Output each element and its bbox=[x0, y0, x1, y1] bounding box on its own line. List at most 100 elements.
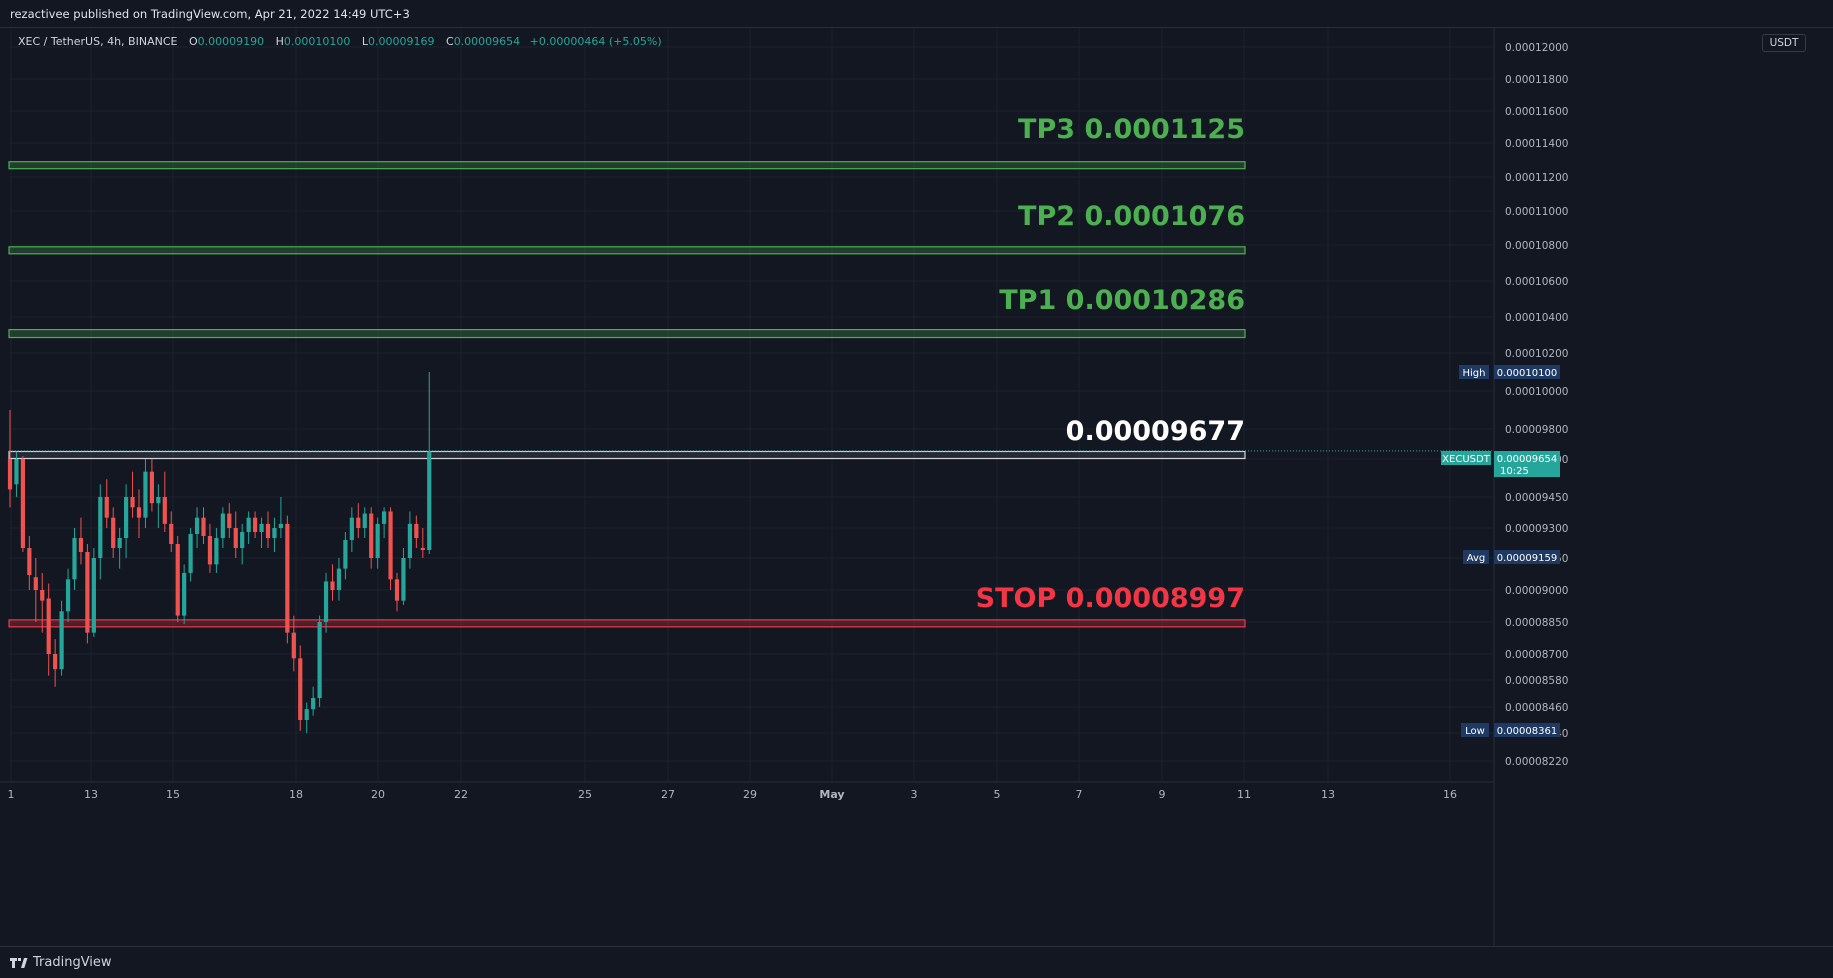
current-symbol-bg bbox=[1441, 451, 1491, 465]
candle-body bbox=[85, 552, 90, 633]
candle-body bbox=[65, 579, 71, 612]
time-tick-label: 15 bbox=[166, 788, 180, 801]
candle-body bbox=[14, 459, 19, 485]
low-tag-label: Low bbox=[1465, 726, 1485, 737]
zone-label-tp2: TP2 0.0001076 bbox=[1018, 201, 1245, 232]
currency-unit-button[interactable]: USDT bbox=[1762, 34, 1806, 52]
low-value: 0.00009169 bbox=[368, 35, 435, 48]
candle-body bbox=[7, 459, 13, 490]
candle-body bbox=[207, 536, 213, 565]
candle-body bbox=[175, 544, 180, 616]
high-tag-value-bg bbox=[1494, 365, 1560, 379]
candle-body bbox=[136, 507, 142, 518]
candle-body bbox=[304, 709, 309, 720]
price-tick-label: 0.00010000 bbox=[1505, 386, 1568, 398]
time-tick-label: 18 bbox=[289, 788, 303, 801]
candle-body bbox=[98, 497, 103, 558]
candle-body bbox=[143, 471, 148, 518]
price-tick-label: 0.00009450 bbox=[1505, 492, 1568, 504]
close-value: 0.00009654 bbox=[453, 35, 521, 48]
candle-body bbox=[220, 513, 225, 538]
candle-body bbox=[394, 579, 400, 601]
time-tick-label: 16 bbox=[1443, 788, 1457, 801]
low-tag-value: 0.00008361 bbox=[1497, 726, 1557, 737]
zone-band-tp2 bbox=[8, 246, 1246, 255]
price-tick-label: 0.00012000 bbox=[1505, 42, 1568, 54]
candle-body bbox=[253, 517, 258, 532]
candle-body bbox=[78, 538, 84, 552]
price-chart[interactable]: 0.00012000 0.00011800 0.00011600 0.00011400… bbox=[0, 28, 1833, 946]
candle-body bbox=[169, 523, 174, 544]
zone-label-tp1: TP1 0.00010286 bbox=[999, 285, 1245, 316]
time-tick-label: May bbox=[819, 788, 844, 801]
candle-body bbox=[330, 581, 335, 590]
candle-body bbox=[298, 658, 303, 720]
candle-body bbox=[111, 517, 116, 548]
candle-body bbox=[343, 540, 348, 569]
publish-header: rezactivee published on TradingView.com,… bbox=[0, 0, 1833, 28]
candle-countdown: 10:25 bbox=[1500, 466, 1529, 477]
open-value: 0.00009190 bbox=[197, 35, 265, 48]
change-value: +0.00000464 (+5.05%) bbox=[529, 35, 662, 48]
price-tick-label: 0.00011200 bbox=[1505, 172, 1568, 184]
current-price-bg bbox=[1494, 451, 1560, 477]
candle-body bbox=[414, 523, 419, 538]
time-tick-label: 27 bbox=[661, 788, 675, 801]
price-tick-label: 0.00008460 bbox=[1505, 702, 1568, 714]
candle-body bbox=[401, 558, 406, 601]
candle-body bbox=[130, 497, 135, 508]
time-tick-label: 29 bbox=[743, 788, 757, 801]
candle-body bbox=[162, 497, 167, 524]
candle-body bbox=[214, 538, 219, 565]
candle-body bbox=[382, 511, 387, 524]
candle-body bbox=[362, 513, 367, 528]
candle-body bbox=[27, 548, 32, 576]
candle-body bbox=[369, 513, 374, 558]
candle-body bbox=[194, 517, 200, 534]
ohlc-legend: XEC / TetherUS, 4h, BINANCE O0.00009190 … bbox=[18, 35, 662, 48]
avg-tag-value: 0.00009159 bbox=[1497, 553, 1557, 564]
chart-background bbox=[0, 28, 1833, 946]
candle-body bbox=[149, 471, 154, 504]
candle-body bbox=[291, 632, 296, 659]
high-tag-label-bg bbox=[1459, 365, 1489, 379]
tradingview-logo-icon bbox=[10, 957, 28, 968]
zone-label-stop: STOP 0.00008997 bbox=[976, 583, 1245, 614]
time-tick-label: 22 bbox=[454, 788, 468, 801]
candle-body bbox=[285, 523, 290, 633]
candle-body bbox=[91, 558, 96, 633]
low-tag-label-bg bbox=[1461, 723, 1489, 737]
tradingview-logo[interactable]: TradingView bbox=[10, 955, 112, 970]
price-tick-label: 0.00010400 bbox=[1505, 312, 1568, 324]
candle-body bbox=[227, 513, 232, 528]
candle-body bbox=[259, 523, 264, 532]
avg-tag-label-bg bbox=[1463, 550, 1489, 564]
time-tick-label: 5 bbox=[994, 788, 1001, 801]
candle-body bbox=[33, 577, 38, 590]
avg-tag-value-bg bbox=[1494, 550, 1560, 564]
price-tick-label: 0.00008700 bbox=[1505, 649, 1568, 661]
candle-body bbox=[427, 451, 432, 550]
high-value: 0.00010100 bbox=[283, 35, 351, 48]
candle-body bbox=[420, 548, 425, 550]
close-label: C bbox=[446, 35, 454, 48]
price-tick-label: 0.00010800 bbox=[1505, 240, 1568, 252]
price-tick-label: 0.00008850 bbox=[1505, 617, 1568, 629]
time-tick-label: 11 bbox=[1237, 788, 1251, 801]
high-tag-label: High bbox=[1463, 368, 1486, 379]
price-tick-label: 0.00010200 bbox=[1505, 348, 1568, 360]
price-tick-label: 0.00008580 bbox=[1505, 675, 1568, 687]
candle-body bbox=[311, 698, 316, 710]
high-tag-value: 0.00010100 bbox=[1497, 368, 1557, 379]
candle-body bbox=[104, 497, 109, 518]
price-tick-label: 0.00009300 bbox=[1505, 523, 1568, 535]
candle-body bbox=[375, 523, 380, 558]
candle-body bbox=[272, 528, 277, 538]
price-tick-label: 0.00011000 bbox=[1505, 206, 1568, 218]
candle-body bbox=[317, 622, 322, 698]
symbol-info: XEC / TetherUS, 4h, BINANCE bbox=[18, 35, 178, 48]
price-tick-label: 0.00008220 bbox=[1505, 756, 1568, 768]
candle-body bbox=[349, 517, 354, 540]
zone-band-entry bbox=[8, 450, 1246, 460]
time-tick-label: 13 bbox=[84, 788, 98, 801]
